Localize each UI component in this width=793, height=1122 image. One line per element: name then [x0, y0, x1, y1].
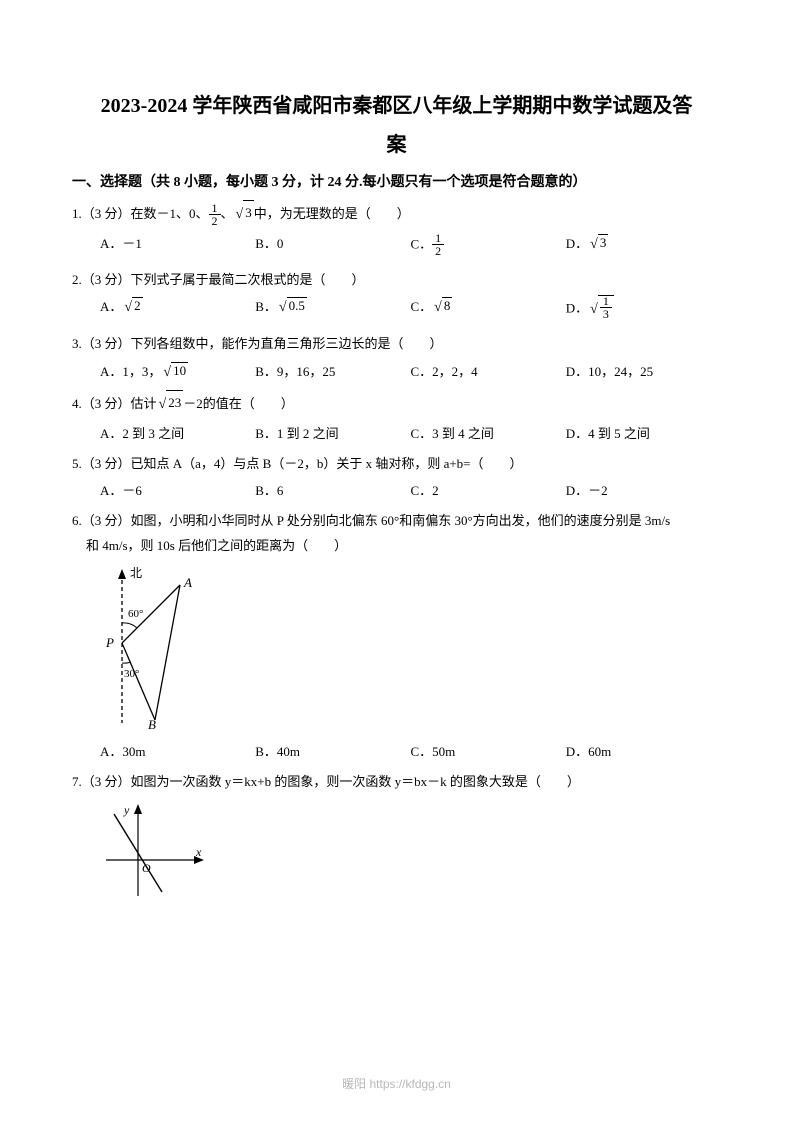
q6-angle-60: 60° — [128, 608, 143, 620]
q4-sqrt: 23 — [157, 391, 184, 419]
q1-options: A．－1 B．0 C．12 D． 3 — [100, 233, 721, 258]
q6-diagram: 北 A P B 60° 30° — [100, 565, 721, 735]
q2-opt-d: D． 13 — [566, 296, 721, 322]
q1-opt-d: D． 3 — [566, 233, 721, 258]
q1-stem-prefix: 1.（3 分）在数－1、0、 — [72, 206, 209, 221]
q1-c-fraction: 12 — [432, 232, 444, 257]
q1-opt-a: A．－1 — [100, 233, 255, 258]
q2-d-frac: 13 — [600, 295, 612, 320]
q1-c-frac-den: 2 — [432, 245, 444, 257]
q7-origin-label: O — [142, 861, 151, 875]
q6-point-b: B — [148, 717, 156, 730]
q1-d-sqrt-rad: 3 — [598, 234, 609, 251]
q4-sqrt-rad: 23 — [166, 390, 183, 416]
q6-opt-d: D．60m — [566, 741, 721, 760]
q6-stem-l2: 和 4m/s，则 10s 后他们之间的距离为（ ） — [72, 534, 721, 559]
q4-opt-c: C．3 到 4 之间 — [411, 423, 566, 442]
q7-x-label: x — [195, 845, 202, 859]
q3-stem: 3.（3 分）下列各组数中，能作为直角三角形三边长的是（ ） — [72, 332, 721, 357]
q1-sqrt-rad: 3 — [243, 200, 254, 226]
q2-c-sqrt: 8 — [432, 298, 452, 316]
q6-stem-l1: 6.（3 分）如图，小明和小华同时从 P 处分别向北偏东 60°和南偏东 30°… — [72, 509, 721, 534]
q3-a-prefix: A．1，3， — [100, 364, 161, 379]
question-4: 4.（3 分）估计 23－2的值在（ ） — [72, 391, 721, 419]
q4-stem-suffix: －2的值在（ ） — [183, 396, 294, 411]
q1-d-prefix: D． — [566, 236, 588, 251]
q2-d-prefix: D． — [566, 301, 588, 316]
q4-stem-prefix: 4.（3 分）估计 — [72, 396, 157, 411]
q6-point-p: P — [105, 635, 114, 650]
q1-c-frac-num: 1 — [432, 232, 444, 245]
q7-y-label: y — [123, 803, 130, 817]
q2-b-sqrt: 0.5 — [277, 298, 307, 316]
q3-a-sqrt-rad: 10 — [171, 362, 188, 379]
q3-opt-b: B．9，16，25 — [255, 361, 410, 381]
q5-options: A．－6 B．6 C．2 D．－2 — [100, 480, 721, 499]
q2-opt-a: A． 2 — [100, 296, 255, 322]
q6-options: A．30m B．40m C．50m D．60m — [100, 741, 721, 760]
q3-opt-c: C．2，2，4 — [411, 361, 566, 381]
q4-opt-d: D．4 到 5 之间 — [566, 423, 721, 442]
q5-opt-d: D．－2 — [566, 480, 721, 499]
q1-c-prefix: C． — [411, 236, 433, 251]
question-6: 6.（3 分）如图，小明和小华同时从 P 处分别向北偏东 60°和南偏东 30°… — [72, 509, 721, 558]
q2-d-sqrt: 13 — [588, 296, 614, 322]
question-7: 7.（3 分）如图为一次函数 y＝kx+b 的图象，则一次函数 y＝bx－k 的… — [72, 770, 721, 795]
q6-angle-30: 30° — [124, 668, 139, 680]
q5-opt-c: C．2 — [411, 480, 566, 499]
q2-c-prefix: C． — [411, 299, 433, 314]
q1-stem-suffix: 中，为无理数的是（ ） — [254, 206, 410, 221]
q2-stem: 2.（3 分）下列式子属于最简二次根式的是（ ） — [72, 268, 721, 293]
q1-opt-b: B．0 — [255, 233, 410, 258]
q2-a-prefix: A． — [100, 299, 122, 314]
question-2: 2.（3 分）下列式子属于最简二次根式的是（ ） — [72, 268, 721, 293]
q2-a-sqrt-rad: 2 — [132, 297, 143, 314]
q6-north-label: 北 — [130, 566, 142, 580]
page-title-line1: 2023-2024 学年陕西省咸阳市秦都区八年级上学期期中数学试题及答 — [72, 90, 721, 122]
q2-options: A． 2 B． 0.5 C． 8 D． 13 — [100, 296, 721, 322]
q2-b-sqrt-rad: 0.5 — [287, 297, 307, 314]
q5-opt-a: A．－6 — [100, 480, 255, 499]
q1-opt-c: C．12 — [411, 233, 566, 258]
q6-opt-a: A．30m — [100, 741, 255, 760]
page-title-line2: 案 — [72, 128, 721, 157]
q3-a-sqrt: 10 — [161, 363, 188, 381]
q2-a-sqrt: 2 — [122, 298, 142, 316]
q2-d-frac-den: 3 — [600, 308, 612, 320]
q2-opt-b: B． 0.5 — [255, 296, 410, 322]
q1-stem-mid: 、 — [221, 206, 234, 221]
q2-opt-c: C． 8 — [411, 296, 566, 322]
q1-frac-num: 1 — [209, 202, 221, 215]
q4-opt-a: A．2 到 3 之间 — [100, 423, 255, 442]
q4-opt-b: B．1 到 2 之间 — [255, 423, 410, 442]
q2-b-prefix: B． — [255, 299, 277, 314]
question-3: 3.（3 分）下列各组数中，能作为直角三角形三边长的是（ ） — [72, 332, 721, 357]
q6-diagram-svg: 北 A P B 60° 30° — [100, 565, 210, 730]
q3-options: A．1，3， 10 B．9，16，25 C．2，2，4 D．10，24，25 — [100, 361, 721, 381]
q1-fraction: 12 — [209, 202, 221, 227]
page-footer: 暖阳 https://kfdgg.cn — [0, 1075, 793, 1092]
q1-frac-den: 2 — [209, 215, 221, 227]
q5-stem: 5.（3 分）已知点 A（a，4）与点 B（－2，b）关于 x 轴对称，则 a+… — [72, 452, 721, 477]
q5-opt-b: B．6 — [255, 480, 410, 499]
q7-diagram-svg: y x O — [100, 800, 210, 900]
q3-opt-a: A．1，3， 10 — [100, 361, 255, 381]
q1-sqrt: 3 — [234, 201, 254, 229]
section-1-heading: 一、选择题（共 8 小题，每小题 3 分，计 24 分.每小题只有一个选项是符合… — [72, 171, 721, 191]
question-5: 5.（3 分）已知点 A（a，4）与点 B（－2，b）关于 x 轴对称，则 a+… — [72, 452, 721, 477]
question-1: 1.（3 分）在数－1、0、12、 3中，为无理数的是（ ） — [72, 201, 721, 229]
q4-options: A．2 到 3 之间 B．1 到 2 之间 C．3 到 4 之间 D．4 到 5… — [100, 423, 721, 442]
q6-opt-b: B．40m — [255, 741, 410, 760]
q7-diagram: y x O — [100, 800, 721, 905]
q6-opt-c: C．50m — [411, 741, 566, 760]
q7-stem: 7.（3 分）如图为一次函数 y＝kx+b 的图象，则一次函数 y＝bx－k 的… — [72, 770, 721, 795]
q6-point-a: A — [183, 575, 192, 590]
q3-opt-d: D．10，24，25 — [566, 361, 721, 381]
q2-c-sqrt-rad: 8 — [442, 297, 453, 314]
q1-d-sqrt: 3 — [588, 235, 608, 253]
